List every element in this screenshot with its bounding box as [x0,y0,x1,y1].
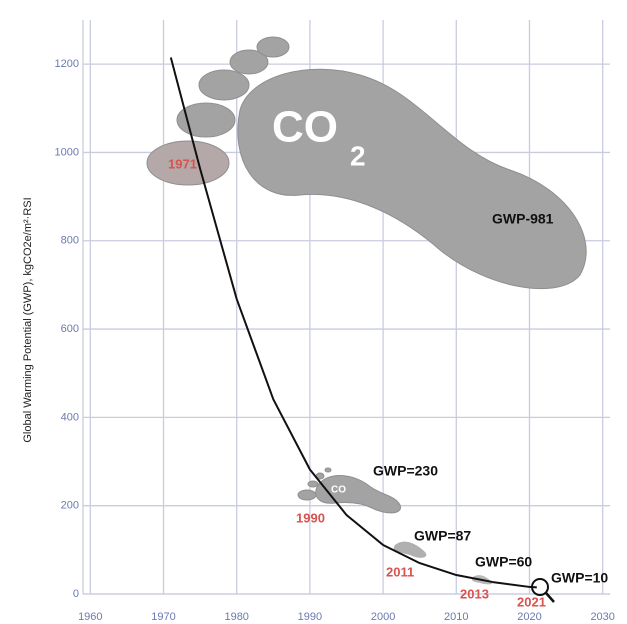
annotation: 2011 [386,564,414,579]
annotation: GWP-981 [492,211,554,227]
magnifier [531,578,549,596]
y-tick-label: 200 [61,500,79,512]
footprint-1990 [297,467,401,514]
footprint-2011 [393,541,427,558]
annotation: GWP=60 [475,554,532,570]
y-tick-label: 1000 [55,146,79,158]
annotation: 2013 [460,586,489,601]
x-tick-label: 1960 [78,611,102,623]
y-tick-label: 0 [73,588,79,600]
x-tick-label: 2030 [590,611,614,623]
y-axis-label: Global Warming Potential (GWP), kgCO2e/m… [22,197,34,442]
line-series [169,57,537,589]
big-footprint [146,36,587,290]
annotation: 1990 [296,510,325,525]
annotation: GWP=87 [414,528,471,544]
y-tick-label: 400 [61,411,79,423]
x-tick-label: 1990 [298,611,322,623]
magnifier-handle [545,592,555,603]
annotation: 2021 [517,594,546,609]
y-tick-label: 1200 [55,58,79,70]
annotation: GWP=10 [551,570,608,586]
plot [169,57,537,589]
x-tick-label: 2000 [371,611,395,623]
footprint-text: CO [331,485,346,496]
annotation: GWP=230 [373,463,438,479]
x-tick-label: 2010 [444,611,468,623]
x-tick-label: 2020 [517,611,541,623]
annotation: 1971 [168,156,197,171]
x-tick-label: 1970 [151,611,175,623]
x-tick-label: 1980 [224,611,248,623]
y-tick-label: 800 [61,235,79,247]
footprint-text: 2 [350,140,366,171]
footprint-text: CO [272,103,338,152]
y-tick-label: 600 [61,323,79,335]
